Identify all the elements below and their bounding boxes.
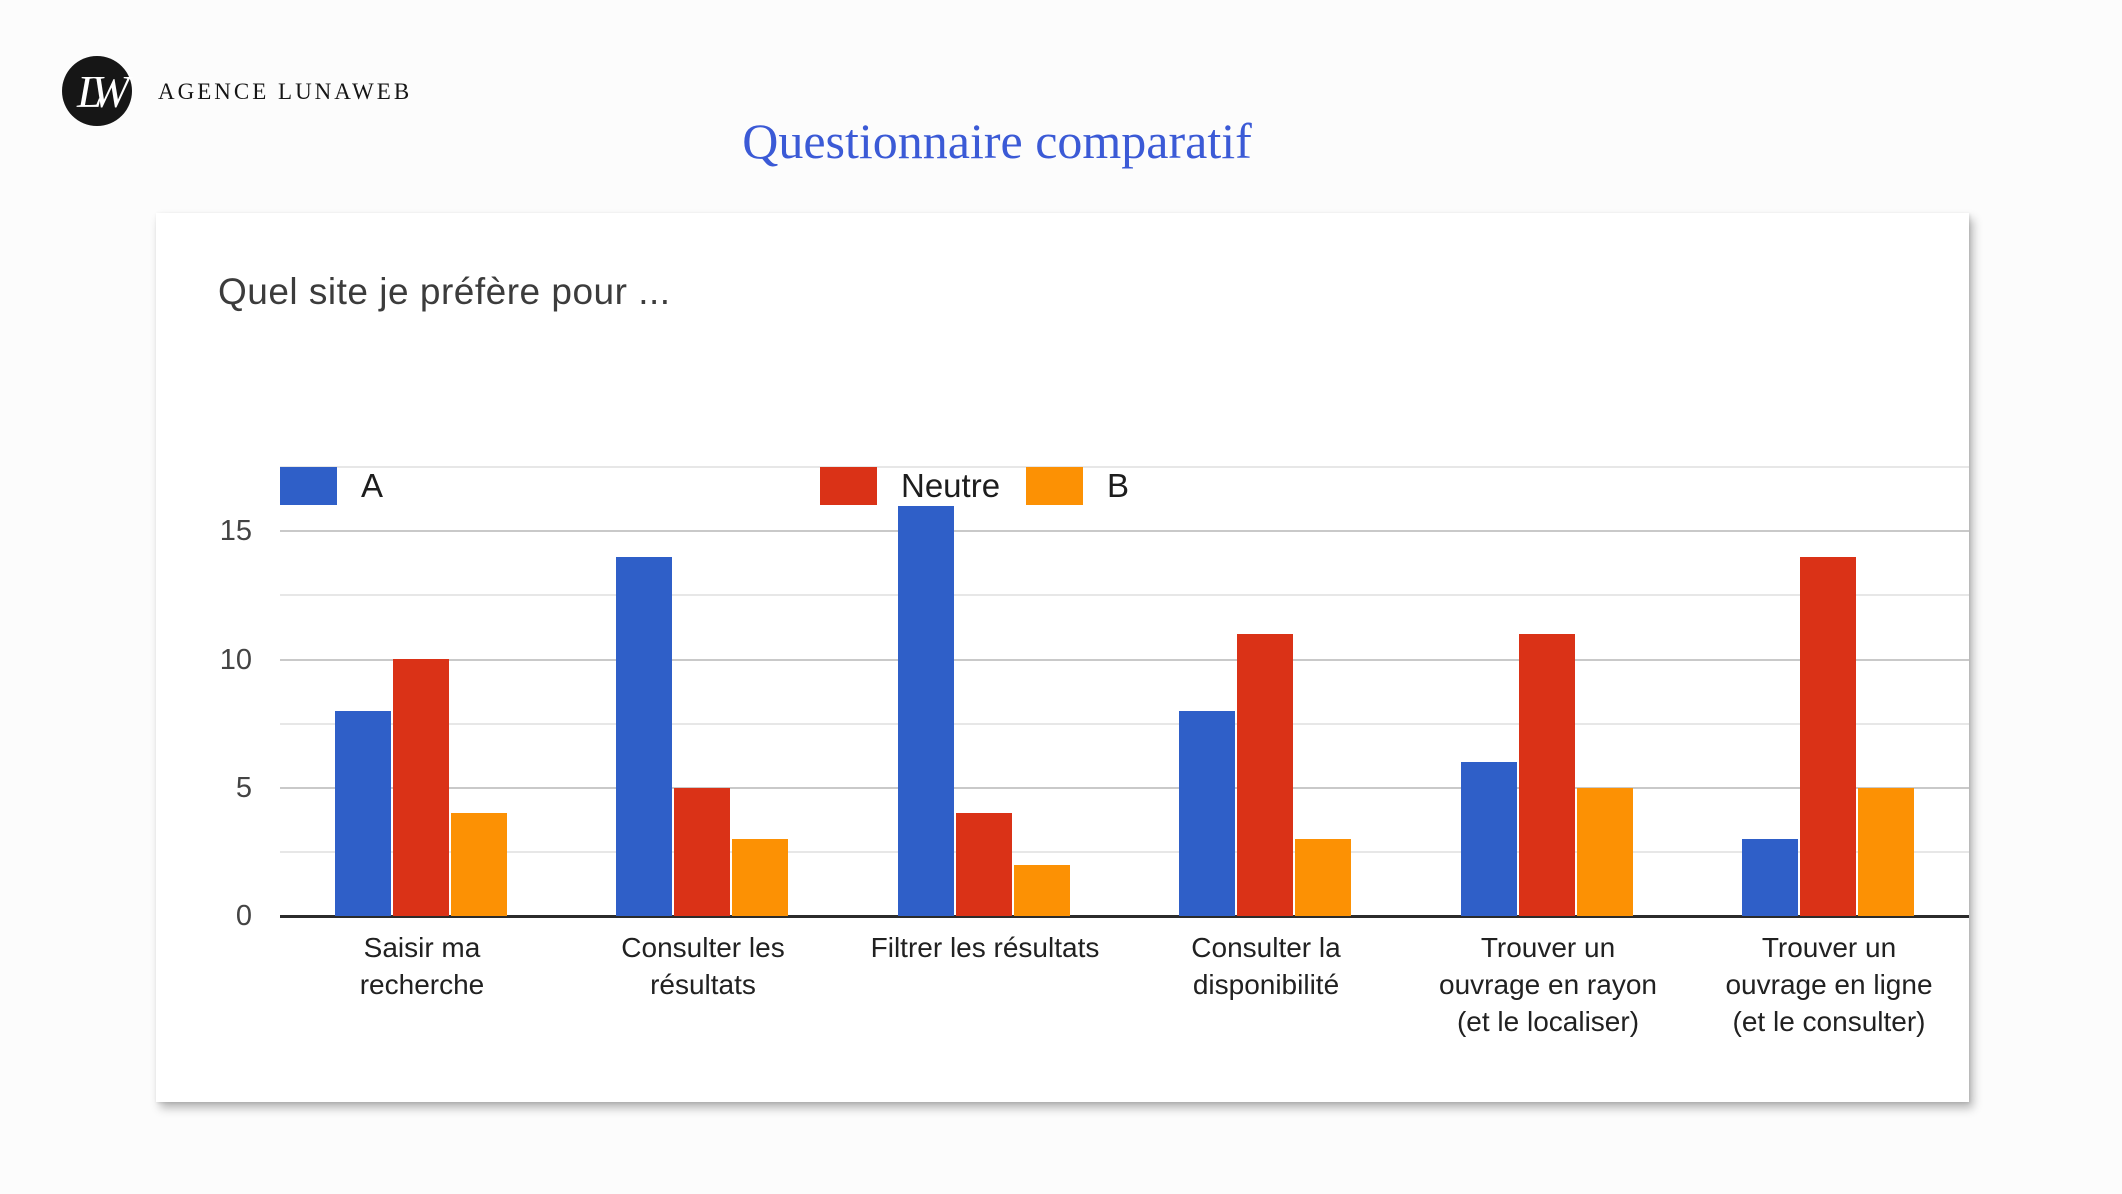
bar-b-group1 xyxy=(451,813,507,916)
agency-name: AGENCE LUNAWEB xyxy=(158,79,413,104)
gridline-major xyxy=(280,530,1969,533)
gridline-major xyxy=(280,658,1969,661)
bar-a-group5 xyxy=(1461,762,1517,916)
x-axis-category-label: Trouver un ouvrage en ligne (et le consu… xyxy=(1725,932,1933,1037)
agency-logo-icon: LW xyxy=(62,56,133,126)
legend-swatch-a xyxy=(280,467,337,506)
gridline-minor xyxy=(280,850,1969,853)
gridline-minor xyxy=(280,466,1969,469)
legend-item-neutre: Neutre xyxy=(820,467,1040,506)
x-axis-category-label: Saisir ma recherche xyxy=(359,932,485,1000)
page-header: LW AGENCE LUNAWEB Questionnaire comparat… xyxy=(0,0,2122,200)
bar-b-group4 xyxy=(1295,839,1351,916)
legend-label-a: A xyxy=(361,467,384,505)
chart-title: Quel site je préfère pour ... xyxy=(218,271,671,312)
bar-a-group1 xyxy=(335,711,391,916)
legend-label-neutre: Neutre xyxy=(901,467,1001,505)
legend-item-a: A xyxy=(280,467,500,506)
y-axis-tick-label: 15 xyxy=(219,515,252,548)
bar-a-group4 xyxy=(1179,711,1235,916)
bar-b-group6 xyxy=(1858,788,1914,916)
legend-item-b: B xyxy=(1026,467,1246,506)
legend-swatch-b xyxy=(1026,467,1083,506)
bar-b-group3 xyxy=(1014,865,1070,916)
gridline-major xyxy=(280,786,1969,789)
chart-card: Quel site je préfère pour ... 0 5 10 15 Sais… xyxy=(156,213,1969,1102)
bar-neutre-group3 xyxy=(956,813,1012,916)
logo-circle xyxy=(62,56,132,126)
y-axis-tick-label: 5 xyxy=(235,771,252,804)
bar-neutre-group5 xyxy=(1519,634,1575,916)
bar-b-group2 xyxy=(732,839,788,916)
legend-label-b: B xyxy=(1107,467,1130,505)
page-title: Questionnaire comparatif xyxy=(742,113,1252,169)
y-axis-tick-label: 0 xyxy=(235,900,252,932)
bar-a-group3 xyxy=(898,506,954,916)
x-axis-line xyxy=(280,915,1969,918)
plot-area: 0 5 10 15 Saisir ma recherche Consulter les r… xyxy=(156,213,1969,1102)
bar-neutre-group4 xyxy=(1237,634,1293,916)
x-axis-category-label: Consulter les résultats xyxy=(621,932,785,1000)
bar-neutre-group2 xyxy=(674,788,730,916)
bar-neutre-group1 xyxy=(393,659,449,916)
y-axis-tick-label: 10 xyxy=(219,643,252,676)
legend-swatch-neutre xyxy=(820,467,877,506)
x-axis-category-label: Consulter la disponibilité xyxy=(1191,932,1341,1000)
bar-b-group5 xyxy=(1577,788,1633,916)
bar-neutre-group6 xyxy=(1800,557,1856,916)
x-axis-category-label: Trouver un ouvrage en rayon (et le local… xyxy=(1439,932,1657,1037)
bar-a-group6 xyxy=(1742,839,1798,916)
gridline-minor xyxy=(280,722,1969,725)
bar-a-group2 xyxy=(616,557,672,916)
x-axis-category-label: Filtrer les résultats xyxy=(870,932,1100,963)
gridline-minor xyxy=(280,594,1969,597)
